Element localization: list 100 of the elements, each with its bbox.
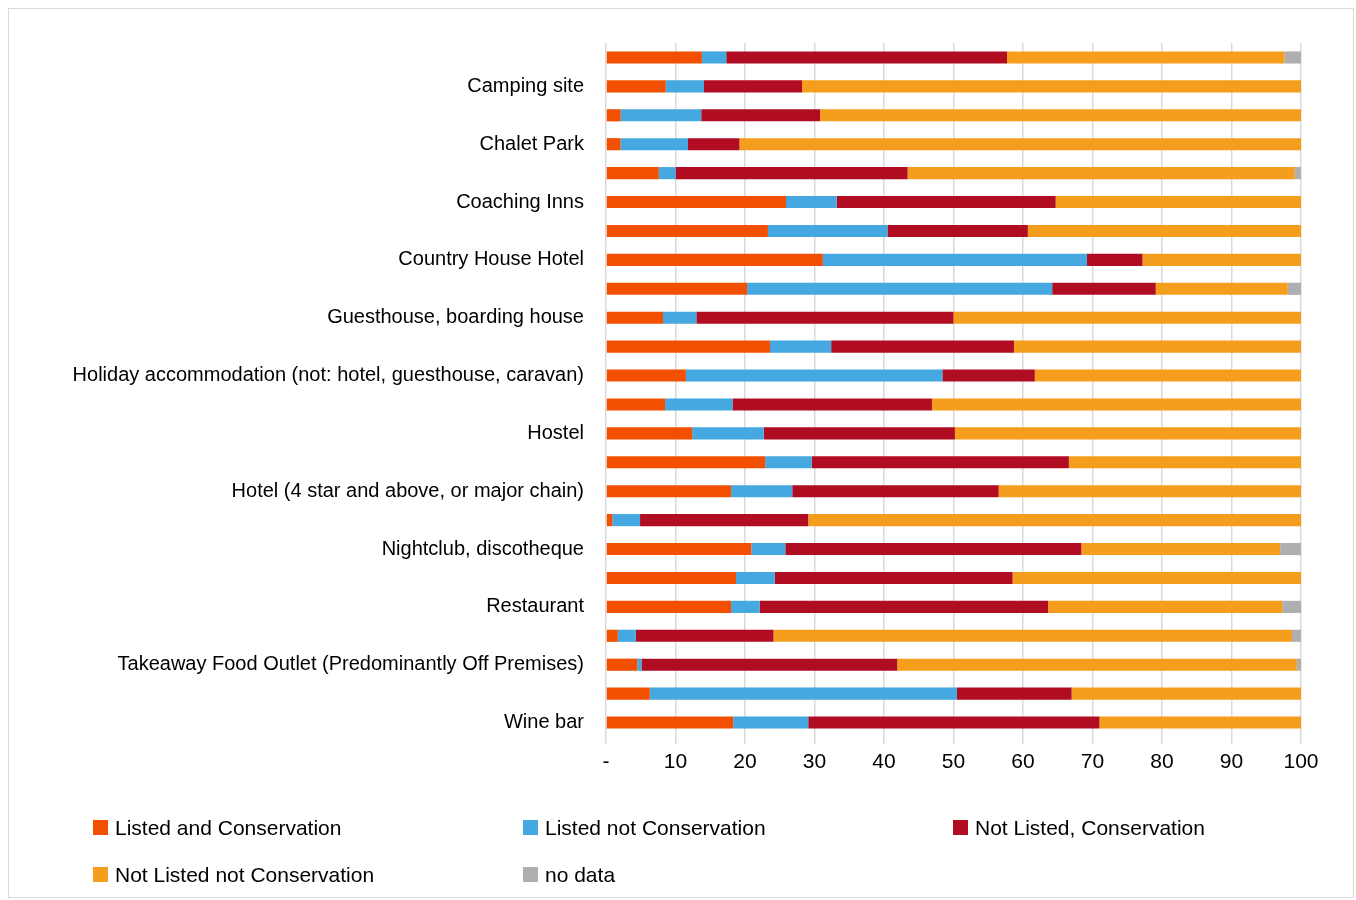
bar [735,571,775,585]
bar [685,369,943,382]
bar [1048,600,1283,613]
y-tick-label: Takeaway Food Outlet (Predominantly Off Premises) [117,652,584,675]
bar [836,195,1056,209]
x-tick-label: 50 [941,749,966,773]
bar [1294,167,1301,180]
bar [1155,282,1288,295]
bar [640,514,809,527]
bar [606,51,702,64]
bar [606,167,659,180]
bar [897,658,1297,671]
bar [751,542,786,556]
bar [606,369,686,382]
bar [1284,51,1301,64]
x-tick-label: 60 [1011,749,1035,773]
bar [606,311,663,324]
bar [956,687,1072,700]
bar [606,716,734,729]
bar [662,311,697,324]
x-tick-label: 70 [1080,749,1105,773]
bar [954,427,1301,440]
bar [747,282,1053,295]
bar [1007,51,1285,64]
bar [731,485,793,498]
bar [731,600,760,613]
bar [606,427,693,440]
bar [1052,282,1156,295]
x-tick-label: 30 [802,749,827,773]
bar [1296,658,1301,671]
bar [770,340,832,353]
bar [606,485,732,498]
bar [759,600,1049,613]
x-tick-label: 90 [1219,749,1244,773]
bar [606,687,650,700]
y-tick-label: Camping site [467,73,584,96]
bar [606,282,748,295]
bar [617,629,636,642]
bar [696,311,954,324]
bar [732,398,932,411]
bar [773,629,1292,642]
bar [606,456,766,469]
bar [1081,542,1281,556]
bar [739,138,1301,151]
bar [675,167,908,180]
bar [998,485,1301,498]
bar [1071,687,1301,700]
bar [822,253,1087,266]
bar [774,571,1013,585]
bar [606,340,771,353]
bar [808,716,1100,729]
bar [765,456,812,469]
bar [641,658,898,671]
y-tick-label: Holiday accommodation (not: hotel, guesthouse, caravan) [72,363,584,386]
legend-label: Not Listed not Conservation [115,862,375,887]
bar [1280,542,1301,556]
bar [733,716,809,729]
bar [820,109,1301,122]
bar [620,138,689,151]
bar [1291,629,1301,642]
y-tick-label: Nightclub, discotheque [381,536,584,559]
bar [606,109,621,122]
bar [1282,600,1301,613]
y-tick-label: Restaurant [486,594,585,617]
x-tick-label: 40 [872,749,896,773]
y-tick-label: Guesthouse, boarding house [327,305,584,328]
bar [767,224,888,238]
bar [763,427,955,440]
y-tick-label: Hotel (4 star and above, or major chain) [231,478,584,501]
legend-label: Listed not Conservation [545,815,766,840]
bar [620,109,702,122]
x-tick-label: 80 [1150,749,1174,773]
bar [606,253,823,266]
bar [701,51,727,64]
bar [808,514,1301,527]
bar [701,109,821,122]
bar [1287,282,1301,295]
bar [606,138,621,151]
bar [1027,224,1301,238]
bar [704,80,802,93]
bar [785,542,1082,556]
bar [726,51,1008,64]
bar [606,224,768,238]
bar [606,658,638,671]
legend-label: no data [545,862,616,887]
bar [606,195,787,209]
bar [1012,571,1301,585]
bar [831,340,1014,353]
x-tick-label: 20 [733,749,757,773]
legend-label: Listed and Conservation [115,815,342,840]
y-tick-label: Chalet Park [479,131,585,154]
bar [665,398,733,411]
bar [942,369,1035,382]
bar [606,600,732,613]
bar [635,629,774,642]
bar [1013,340,1301,353]
bar [1142,253,1301,266]
bar [953,311,1301,324]
bar [612,514,641,527]
y-tick-label: Hostel [527,420,584,443]
